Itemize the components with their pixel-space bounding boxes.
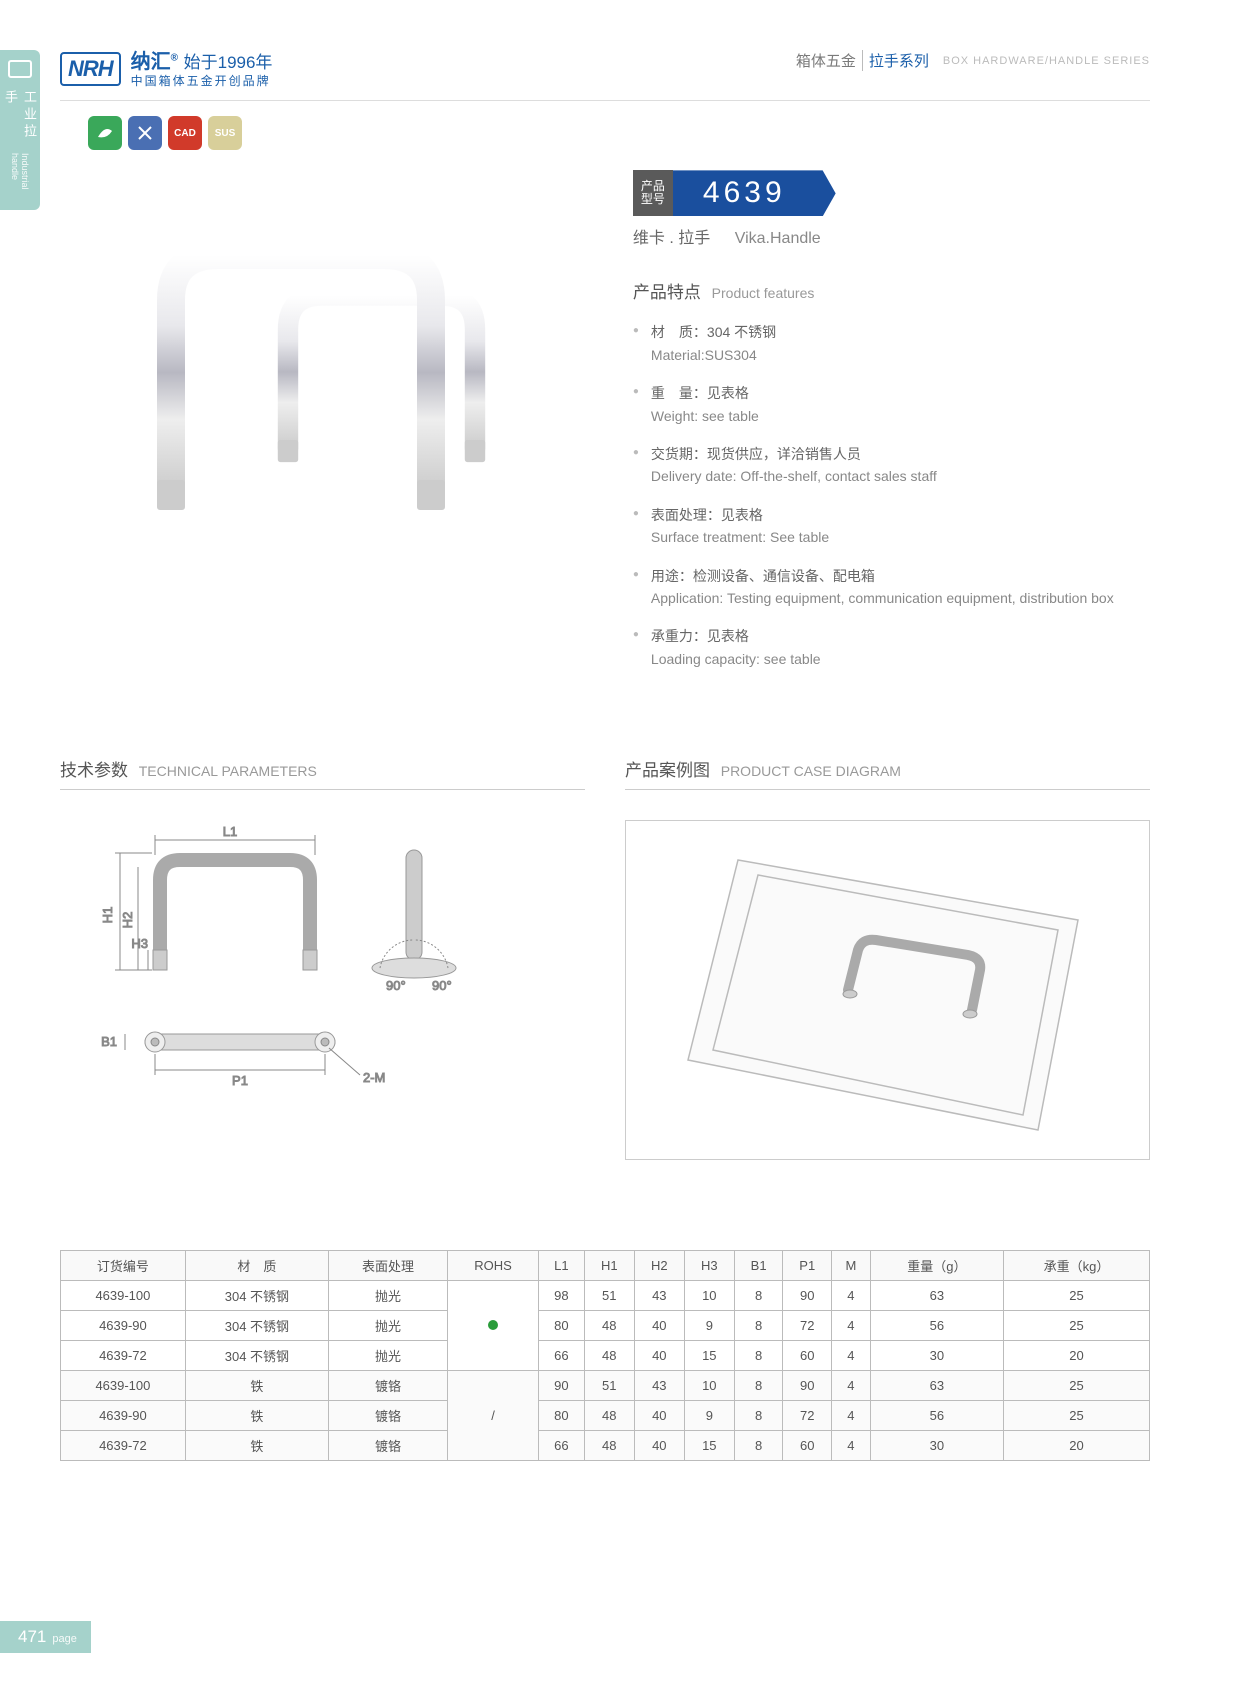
logo-line1: 纳汇® 始于1996年 [131, 50, 273, 74]
model-badge: 产品 型号 4639 [633, 170, 1150, 216]
case-heading: 产品案例图 PRODUCT CASE DIAGRAM [625, 756, 1150, 790]
model-number: 4639 [673, 170, 836, 216]
model-label: 产品 型号 [633, 170, 673, 216]
case-diagram [625, 820, 1150, 1160]
table-header: B1 [734, 1251, 783, 1281]
side-tab-icon [8, 60, 32, 78]
table-row: 4639-100304 不锈钢抛光9851431089046325 [61, 1281, 1150, 1311]
table-row: 4639-90304 不锈钢抛光804840987245625 [61, 1311, 1150, 1341]
page-header: NRH 纳汇® 始于1996年 中国箱体五金开创品牌 箱体五金 拉手系列 BOX… [60, 50, 1150, 88]
table-header: P1 [783, 1251, 832, 1281]
logo-line2: 中国箱体五金开创品牌 [131, 74, 273, 88]
feature-item: 重 量：见表格Weight: see table [633, 382, 1150, 427]
badge-cad: CAD [168, 116, 202, 150]
side-tab-label-en: Industrial handle [10, 153, 30, 210]
feature-item: 承重力：见表格Loading capacity: see table [633, 625, 1150, 670]
feature-item: 材 质：304 不锈钢Material:SUS304 [633, 321, 1150, 366]
table-row: 4639-72铁镀铬6648401586043020 [61, 1431, 1150, 1461]
svg-text:P1: P1 [232, 1073, 248, 1088]
svg-text:H3: H3 [131, 936, 148, 951]
feature-item: 交货期：现货供应，详洽销售人员Delivery date: Off-the-sh… [633, 443, 1150, 488]
features-list: 材 质：304 不锈钢Material:SUS304 重 量：见表格Weight:… [633, 321, 1150, 670]
table-header: L1 [538, 1251, 584, 1281]
svg-text:H2: H2 [120, 912, 135, 929]
svg-text:90°: 90° [432, 978, 452, 993]
table-row: 4639-72304 不锈钢抛光6648401586043020 [61, 1341, 1150, 1371]
tech-heading: 技术参数 TECHNICAL PARAMETERS [60, 756, 585, 790]
page-number: 471 page [0, 1621, 91, 1653]
product-photo [60, 170, 603, 590]
svg-text:2-M: 2-M [363, 1070, 385, 1085]
badge-eco [88, 116, 122, 150]
spec-table: 订货编号材 质表面处理ROHSL1H1H2H3B1P1M重量（g）承重（kg） … [60, 1250, 1150, 1461]
table-header: 表面处理 [328, 1251, 447, 1281]
table-header: M [832, 1251, 871, 1281]
table-header: 承重（kg） [1003, 1251, 1149, 1281]
header-category: 箱体五金 拉手系列 BOX HARDWARE/HANDLE SERIES [796, 50, 1150, 71]
table-header: H1 [584, 1251, 634, 1281]
model-subtitle: 维卡 . 拉手 Vika.Handle [633, 224, 1150, 248]
svg-text:B1: B1 [101, 1034, 117, 1049]
feature-item: 用途：检测设备、通信设备、配电箱Application: Testing equ… [633, 565, 1150, 610]
table-row: 4639-90铁镀铬804840987245625 [61, 1401, 1150, 1431]
table-row: 4639-100铁镀铬/9051431089046325 [61, 1371, 1150, 1401]
side-tab-label-cn: 工业拉手 [1, 90, 39, 149]
case-section: 产品案例图 PRODUCT CASE DIAGRAM [625, 756, 1150, 1160]
side-category-tab: 工业拉手 Industrial handle [0, 50, 40, 210]
logo-block: NRH 纳汇® 始于1996年 中国箱体五金开创品牌 [60, 50, 272, 88]
tech-section: 技术参数 TECHNICAL PARAMETERS L1 [60, 756, 585, 1160]
features-heading: 产品特点 Product features [633, 278, 1150, 303]
badge-sus: SUS [208, 116, 242, 150]
table-header: H3 [684, 1251, 734, 1281]
table-header: 订货编号 [61, 1251, 186, 1281]
header-divider [60, 100, 1150, 101]
badge-row: CAD SUS [88, 116, 1150, 150]
table-header: ROHS [448, 1251, 539, 1281]
table-header: H2 [634, 1251, 684, 1281]
logo-mark: NRH [60, 52, 121, 86]
technical-drawing: L1 H1 H2 H3 [60, 820, 585, 1140]
feature-item: 表面处理：见表格Surface treatment: See table [633, 504, 1150, 549]
badge-tools [128, 116, 162, 150]
svg-text:L1: L1 [223, 824, 237, 839]
table-header: 重量（g） [870, 1251, 1003, 1281]
svg-text:H1: H1 [100, 907, 115, 924]
svg-text:90°: 90° [386, 978, 406, 993]
table-header: 材 质 [185, 1251, 328, 1281]
